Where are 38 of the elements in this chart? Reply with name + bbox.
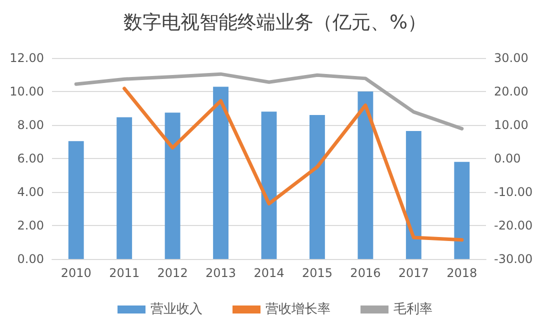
y-tick-label: 4.00 xyxy=(17,185,44,199)
x-tick-label: 2011 xyxy=(109,266,140,280)
y-tick-label: 0.00 xyxy=(17,252,44,266)
x-tick-label: 2018 xyxy=(446,266,478,280)
x-tick-label: 2016 xyxy=(350,266,381,280)
x-tick-label: 2010 xyxy=(60,266,92,280)
bar xyxy=(164,112,180,259)
y-tick-label: 8.00 xyxy=(17,118,44,132)
bar xyxy=(261,112,277,259)
bar xyxy=(68,141,84,259)
y2-tick-label: 20.00 xyxy=(494,84,528,98)
y-tick-label: 6.00 xyxy=(17,152,44,166)
legend-label: 营业收入 xyxy=(150,302,202,317)
line-series xyxy=(74,72,464,130)
bar xyxy=(310,114,325,259)
chart-title: 数字电视智能终端业务（亿元、%） xyxy=(123,12,427,34)
y2-tick-label: -20.00 xyxy=(494,218,533,232)
bar xyxy=(406,131,422,259)
y-tick-label: 12.00 xyxy=(10,51,44,65)
x-tick-label: 2014 xyxy=(254,266,284,280)
y-tick-label: 2.00 xyxy=(17,218,44,232)
y2-tick-label: -30.00 xyxy=(494,252,533,266)
x-tick-label: 2017 xyxy=(398,266,429,280)
y-tick-label: 10.00 xyxy=(10,84,44,98)
x-tick-label: 2015 xyxy=(302,266,332,280)
line-series xyxy=(122,86,464,242)
bar xyxy=(358,92,374,259)
legend-label: 毛利率 xyxy=(394,301,432,317)
y2-tick-label: 30.00 xyxy=(494,51,528,65)
bar xyxy=(454,162,470,259)
x-tick-label: 2012 xyxy=(157,266,188,280)
y2-tick-label: 10.00 xyxy=(494,118,528,132)
legend-label: 营收增长率 xyxy=(266,301,330,317)
y2-tick-label: -10.00 xyxy=(494,185,533,199)
y2-tick-label: 0.00 xyxy=(494,152,521,166)
bar xyxy=(116,117,132,259)
x-tick-label: 2013 xyxy=(206,266,236,280)
bar xyxy=(213,86,228,259)
